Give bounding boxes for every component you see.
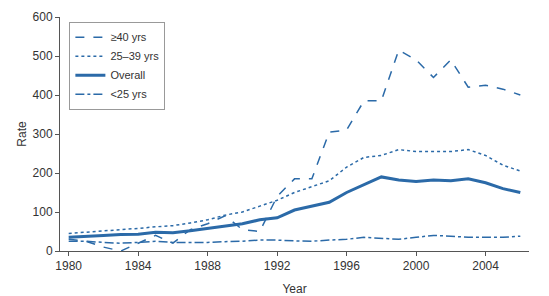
svg-text:1988: 1988 bbox=[194, 259, 221, 273]
svg-text:400: 400 bbox=[33, 88, 53, 102]
svg-text:1992: 1992 bbox=[264, 259, 291, 273]
svg-text:2000: 2000 bbox=[403, 259, 430, 273]
svg-text:600: 600 bbox=[33, 10, 53, 24]
svg-text:1996: 1996 bbox=[333, 259, 360, 273]
svg-text:Year: Year bbox=[282, 282, 306, 296]
svg-text:1984: 1984 bbox=[125, 259, 152, 273]
svg-text:Overall: Overall bbox=[110, 69, 145, 81]
svg-text:2004: 2004 bbox=[472, 259, 499, 273]
svg-text:100: 100 bbox=[33, 205, 53, 219]
svg-text:1980: 1980 bbox=[55, 259, 82, 273]
svg-text:25–39 yrs: 25–39 yrs bbox=[110, 50, 159, 62]
svg-text:200: 200 bbox=[33, 166, 53, 180]
svg-text:0: 0 bbox=[46, 244, 53, 258]
svg-text:500: 500 bbox=[33, 49, 53, 63]
svg-text:<25 yrs: <25 yrs bbox=[110, 88, 147, 100]
svg-text:≥40 yrs: ≥40 yrs bbox=[110, 31, 146, 43]
svg-text:Rate: Rate bbox=[15, 121, 29, 147]
svg-text:300: 300 bbox=[33, 127, 53, 141]
